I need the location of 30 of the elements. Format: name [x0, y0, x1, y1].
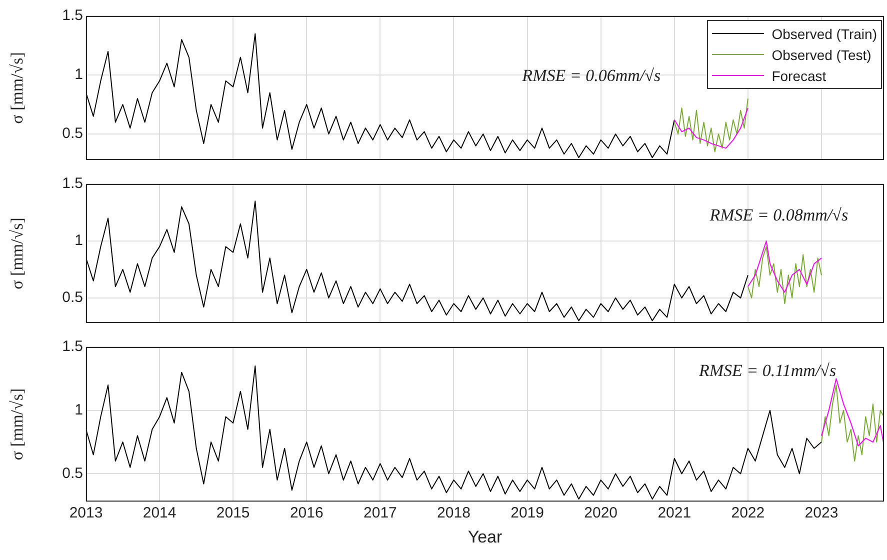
annotation: RMSE = 0.06mm/√s: [521, 66, 661, 85]
y-tick-label: 1.5: [62, 7, 83, 24]
y-axis-title: σ [mm/√s]: [8, 218, 27, 290]
x-tick-label: 2023: [804, 504, 838, 522]
y-tick-label: 1.5: [62, 338, 83, 356]
y-tick-label: 0.5: [62, 125, 83, 142]
y-tick-label: 0.5: [62, 289, 83, 306]
y-tick-label: 1.5: [62, 175, 83, 192]
x-tick-label: 2017: [364, 504, 397, 522]
annotation: RMSE = 0.08mm/√s: [708, 205, 848, 224]
y-axis-title: σ [mm/√s]: [8, 52, 27, 124]
x-axis-title: Year: [468, 527, 503, 546]
x-tick-label: 2022: [731, 504, 765, 522]
x-tick-label: 2014: [142, 504, 176, 522]
x-tick-label: 2019: [510, 504, 544, 522]
x-tick-label: 2020: [584, 504, 618, 522]
annotation: RMSE = 0.11mm/√s: [698, 361, 836, 380]
y-tick-label: 1: [74, 402, 83, 418]
y-tick-label: 1: [74, 232, 83, 250]
x-tick-label: 2021: [658, 504, 692, 522]
x-tick-label: 2018: [437, 504, 470, 522]
x-tick-label: 2015: [216, 504, 250, 522]
legend-label: Observed (Train): [772, 26, 877, 42]
legend-label: Forecast: [772, 68, 826, 84]
y-tick-label: 1: [74, 66, 83, 84]
y-axis-title: σ [mm/√s]: [8, 388, 27, 460]
x-tick-label: 2016: [290, 504, 324, 522]
x-tick-label: 2013: [69, 504, 103, 522]
legend-label: Observed (Test): [772, 46, 872, 62]
y-tick-label: 0.5: [62, 464, 83, 482]
